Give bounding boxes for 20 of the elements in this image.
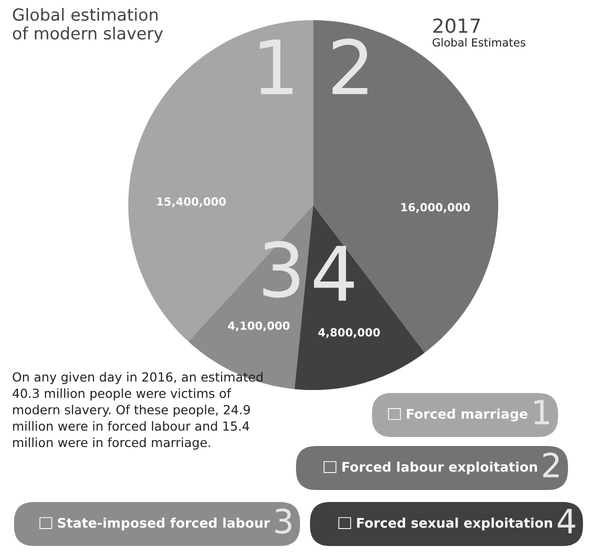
data-label: 4,800,000 [318,328,380,338]
text: 1 [260,40,292,94]
text: Global Estimates [432,38,526,47]
chart-title: Global estimation of modern slavery [12,8,163,43]
text: 4 [314,246,354,301]
legend-label: Forced labour exploitation [342,462,538,474]
text: 3 [275,508,292,534]
data-label: 4,100,000 [228,321,290,332]
legend-label: State-imposed forced labour [58,518,270,530]
data-label: 15,400,000 [157,197,226,208]
text: 1 [534,400,549,424]
text: 2 [332,38,368,94]
legend-label: Forced marriage [406,408,528,422]
text: 4 [557,508,576,534]
text: On any given day in 2016, an estimated 40.3 million people were victims of modern slavery. Of these people, 24.9 million were in forced labour and 15.4 million were in forced marriage. [12,372,263,450]
data-label: 16,000,000 [401,203,470,213]
text: 2 [543,452,559,478]
legend-label: Forced sexual exploitation [357,518,552,530]
text: 3 [263,241,300,298]
chart-subtitle: 2017 [433,18,480,34]
